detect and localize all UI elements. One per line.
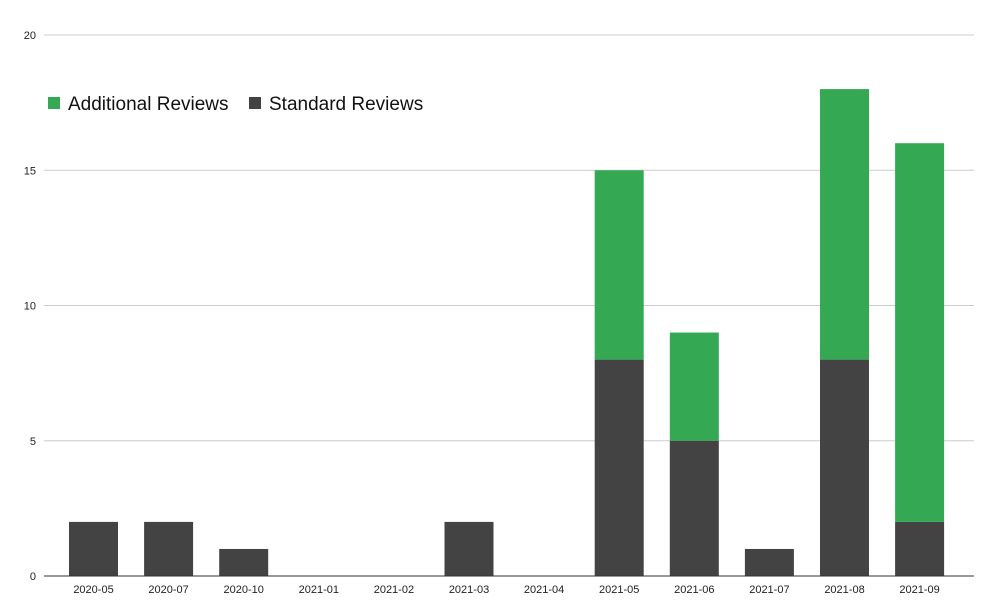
bar-additional-reviews <box>594 170 644 360</box>
x-tick-label: 2020-07 <box>148 584 188 596</box>
x-tick-label: 2021-04 <box>524 584 564 596</box>
bar-standard-reviews <box>669 440 719 576</box>
x-tick-label: 2021-05 <box>599 584 639 596</box>
bar-standard-reviews <box>144 521 194 576</box>
x-tick-label: 2021-02 <box>374 584 414 596</box>
bar-standard-reviews <box>895 521 945 576</box>
legend-swatch <box>249 97 261 109</box>
bar-additional-reviews <box>669 332 719 441</box>
gridlines <box>44 34 974 442</box>
x-tick-label: 2021-09 <box>899 584 939 596</box>
x-tick-label: 2021-03 <box>449 584 489 596</box>
legend-label: Standard Reviews <box>269 94 423 115</box>
y-tick-label: 10 <box>24 301 36 313</box>
y-tick-label: 20 <box>24 30 36 42</box>
y-tick-label: 15 <box>24 165 36 177</box>
x-tick-label: 2021-01 <box>299 584 339 596</box>
y-tick-label: 5 <box>30 436 36 448</box>
legend-label: Additional Reviews <box>68 94 229 115</box>
bar-additional-reviews <box>820 89 869 360</box>
bar-standard-reviews <box>820 359 869 576</box>
bars <box>69 89 945 576</box>
bar-standard-reviews <box>594 359 644 576</box>
bar-standard-reviews <box>69 521 118 576</box>
bar-additional-reviews <box>895 143 945 522</box>
x-tick-label: 2021-06 <box>674 584 714 596</box>
bar-standard-reviews <box>444 521 494 576</box>
x-tick-label: 2021-07 <box>749 584 789 596</box>
x-tick-labels: 2020-05 2020-07 2020-10 2021-01 2021-02 2021-… <box>73 584 939 596</box>
y-tick-labels: 0 5 10 15 20 <box>24 30 36 583</box>
y-tick-label: 0 <box>30 571 36 583</box>
x-tick-label: 2020-10 <box>224 584 264 596</box>
bar-standard-reviews <box>744 548 794 576</box>
legend: Additional Reviews Standard Reviews <box>48 94 423 115</box>
x-tick-label: 2021-08 <box>824 584 864 596</box>
x-tick-label: 2020-05 <box>73 584 113 596</box>
bar-standard-reviews <box>219 548 269 576</box>
legend-swatch <box>48 97 60 109</box>
